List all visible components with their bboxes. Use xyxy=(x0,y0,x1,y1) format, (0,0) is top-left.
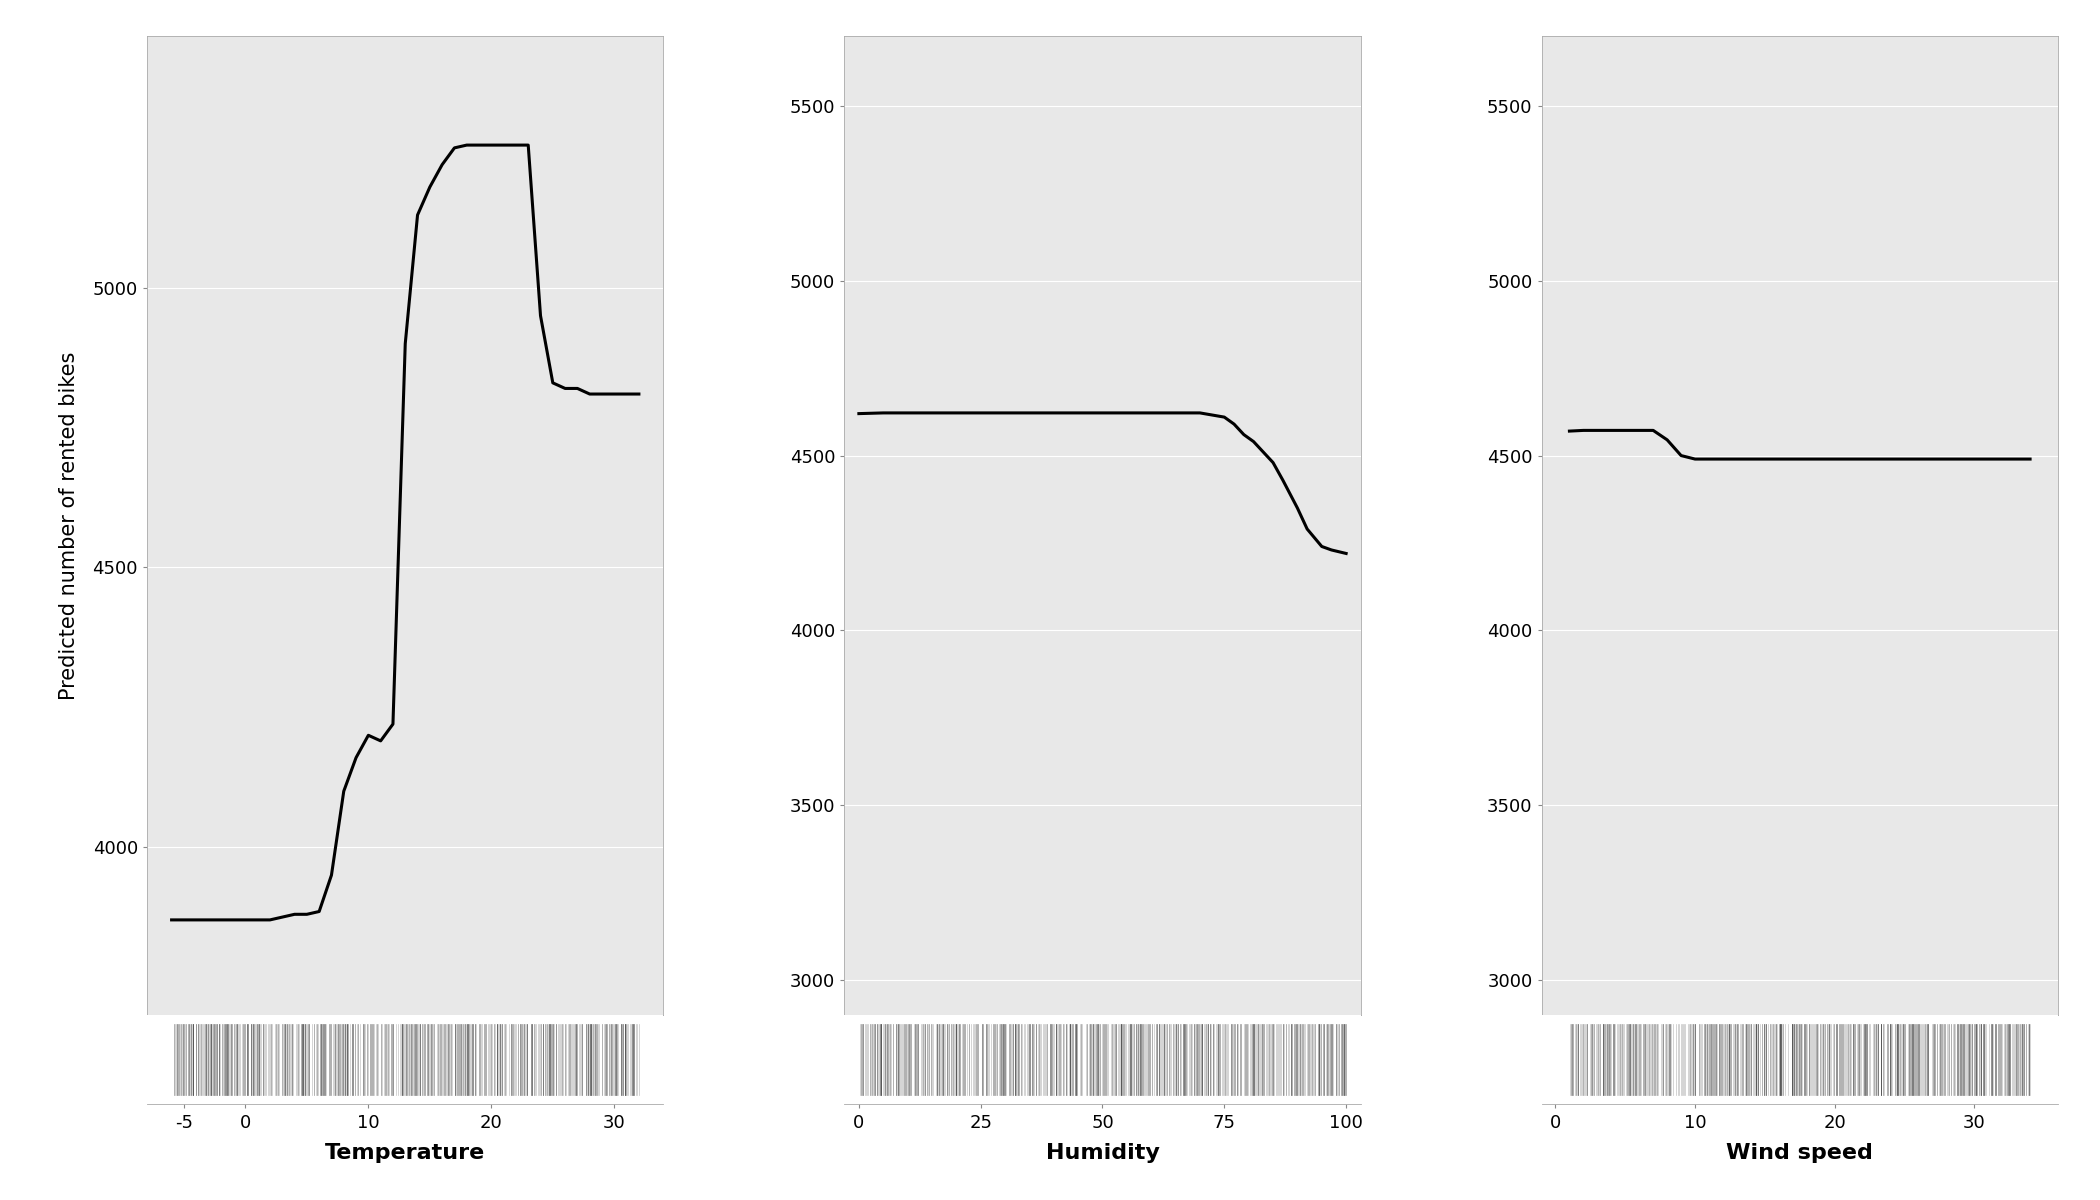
X-axis label: Wind speed: Wind speed xyxy=(1726,1142,1873,1163)
Y-axis label: Predicted number of rented bikes: Predicted number of rented bikes xyxy=(59,352,78,700)
X-axis label: Humidity: Humidity xyxy=(1046,1142,1159,1163)
X-axis label: Temperature: Temperature xyxy=(326,1142,485,1163)
